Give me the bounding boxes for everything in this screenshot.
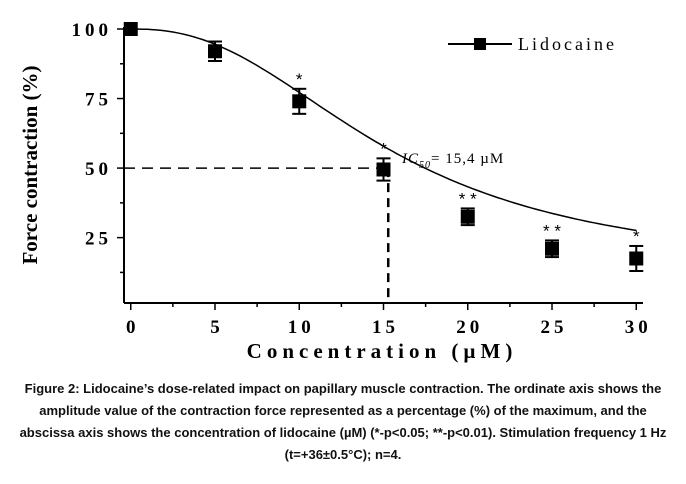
y-axis-label: Force contraction (%) (18, 65, 42, 264)
legend-label: Lidocaine (518, 34, 617, 54)
ic50-subscript: 50 (419, 160, 431, 171)
legend: Lidocaine (448, 34, 617, 54)
axes: 0 5 10 15 20 25 30 25 50 75 100 (72, 20, 652, 338)
fit-curve (130, 28, 637, 232)
y-tick-label: 50 (85, 159, 112, 180)
data-point (376, 162, 391, 177)
significance-marker: * (296, 70, 303, 89)
significance-marker: * (633, 227, 640, 246)
ic50-value: = 15,4 µM (431, 151, 504, 167)
ic50-label: IC (401, 151, 419, 167)
data-point (460, 209, 475, 224)
dose-response-chart: 0 5 10 15 20 25 30 25 50 75 100 * * * * * * * Concentr… (18, 20, 652, 363)
data-point (292, 94, 307, 109)
x-tick-label: 25 (541, 317, 568, 338)
x-tick-label: 30 (625, 317, 652, 338)
x-tick-label: 10 (288, 317, 315, 338)
y-tick-label: 25 (85, 229, 112, 250)
legend-marker (474, 38, 486, 50)
x-tick-label: 0 (126, 317, 140, 338)
data-point (545, 241, 560, 256)
ic50-annotation: IC50= 15,4 µM (401, 151, 504, 171)
data-point (207, 44, 222, 59)
x-axis-label: Concentration (µM) (247, 339, 518, 363)
y-tick-label: 75 (85, 90, 112, 111)
data-point (123, 22, 138, 36)
x-tick-label: 20 (456, 317, 483, 338)
significance-marker: * * (543, 221, 561, 240)
data-marks: * * * * * * * (123, 22, 644, 303)
x-tick-label: 5 (210, 317, 224, 338)
y-tick-label: 100 (72, 20, 113, 41)
x-tick-label: 15 (372, 317, 399, 338)
figure-caption: Figure 2: Lidocaine’s dose-related impac… (19, 381, 667, 462)
data-point (629, 251, 644, 266)
significance-marker: * (380, 139, 387, 158)
significance-marker: * * (459, 189, 477, 208)
